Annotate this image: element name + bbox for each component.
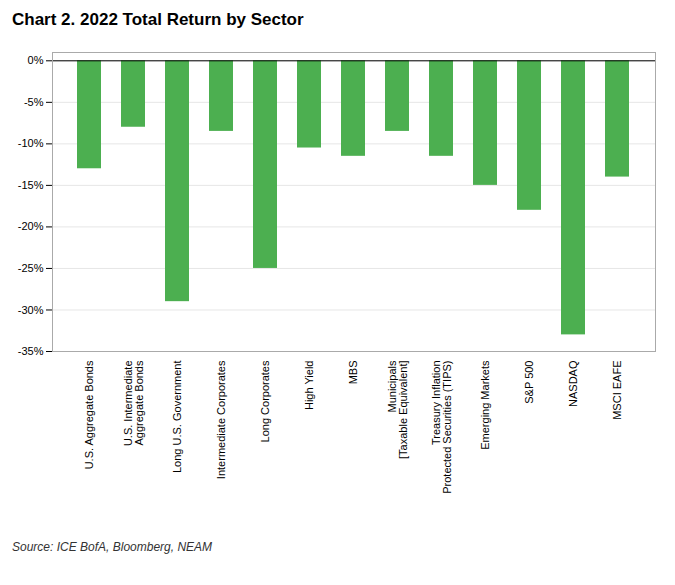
svg-text:0%: 0% (28, 54, 44, 66)
svg-text:-20%: -20% (18, 220, 44, 232)
svg-text:Long U.S. Government: Long U.S. Government (171, 361, 183, 474)
svg-text:-5%: -5% (24, 96, 44, 108)
svg-text:S&P 500: S&P 500 (523, 361, 535, 404)
svg-text:U.S. Aggregate Bonds: U.S. Aggregate Bonds (83, 360, 95, 469)
svg-text:Municipals[Taxable Equivalent]: Municipals[Taxable Equivalent] (386, 360, 409, 459)
svg-text:MBS: MBS (347, 361, 359, 385)
svg-text:U.S. IntermediateAggregate Bon: U.S. IntermediateAggregate Bonds (122, 360, 145, 446)
html-text:Source: ICE BofA, Bloomberg, N: Source: ICE BofA, Bloomberg, NEAM (12, 540, 213, 554)
svg-text:-30%: -30% (18, 303, 44, 315)
svg-text:-15%: -15% (18, 179, 44, 191)
svg-text:Intermediate Corporates: Intermediate Corporates (215, 360, 227, 479)
svg-text:-10%: -10% (18, 137, 44, 149)
svg-text:Long Corporates: Long Corporates (259, 360, 271, 442)
svg-text:-25%: -25% (18, 262, 44, 274)
svg-text:MSCI EAFE: MSCI EAFE (611, 361, 623, 420)
svg-text:High Yield: High Yield (303, 361, 315, 411)
html-text:Chart 2. 2022 Total Return by: Chart 2. 2022 Total Return by Sector (12, 10, 304, 29)
svg-text:Treasury InflationProtected Se: Treasury InflationProtected Securities (… (430, 361, 453, 494)
svg-text:-35%: -35% (18, 345, 44, 357)
svg-text:Emerging Markets: Emerging Markets (479, 360, 491, 450)
svg-text:NASDAQ: NASDAQ (567, 360, 579, 407)
